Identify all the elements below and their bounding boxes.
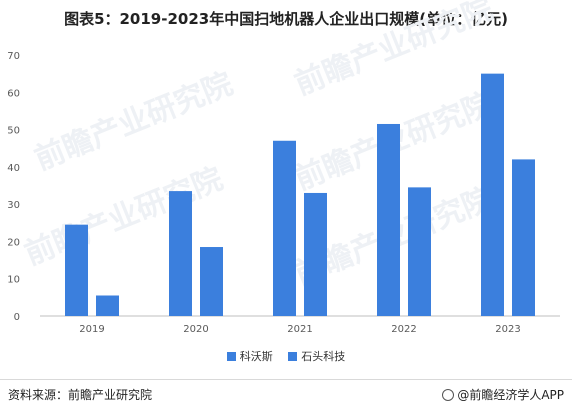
bar-科沃斯-2020 [169, 191, 192, 316]
y-tick-label-3: 30 [7, 200, 20, 211]
bar-石头科技-2019 [96, 295, 119, 316]
legend-label-1: 石头科技 [301, 350, 346, 363]
y-tick-label-1: 10 [7, 275, 20, 286]
y-tick-label-6: 60 [7, 88, 20, 99]
watermark-text-1: 前瞻产业研究院 [30, 66, 238, 177]
y-tick-label-4: 40 [7, 163, 20, 174]
credit-note: @前瞻经济学人APP [442, 386, 564, 403]
logo-icon [442, 389, 455, 401]
x-tick-label-2022: 2022 [391, 324, 416, 335]
y-tick-label-0: 0 [14, 312, 20, 323]
bars [65, 73, 535, 317]
bar-科沃斯-2021 [273, 140, 296, 316]
bar-石头科技-2023 [512, 159, 535, 316]
credit-text: @前瞻经济学人APP [457, 388, 564, 402]
x-axis-ticks: 2019 2020 2021 2022 2023 [79, 324, 520, 335]
footer-divider [0, 379, 572, 380]
source-note: 资料来源：前瞻产业研究院 [8, 388, 153, 402]
x-tick-label-2019: 2019 [79, 324, 104, 335]
legend-swatch-0 [226, 352, 236, 361]
x-tick-label-2023: 2023 [495, 324, 520, 335]
watermark-text-0: 前瞻产业研究院 [290, 0, 498, 102]
y-tick-label-5: 50 [7, 126, 20, 137]
bar-科沃斯-2022 [377, 123, 400, 316]
y-tick-label-7: 70 [7, 51, 20, 62]
watermark-text-3: 前瞻产业研究院 [20, 161, 228, 272]
legend-item-0: 科沃斯 [226, 348, 273, 364]
bar-石头科技-2022 [408, 187, 431, 316]
bar-科沃斯-2023 [481, 73, 504, 317]
legend-swatch-1 [288, 352, 298, 361]
y-tick-label-2: 20 [7, 237, 20, 248]
chart-title: 图表5：2019-2023年中国扫地机器人企业出口规模(单位：亿元) [64, 10, 508, 28]
legend-item-1: 石头科技 [288, 348, 345, 364]
x-tick-label-2020: 2020 [183, 324, 208, 335]
x-tick-label-2021: 2021 [287, 324, 312, 335]
bar-石头科技-2021 [304, 192, 327, 316]
y-axis-ticks: 0 10 20 30 40 50 60 70 [7, 51, 20, 323]
bar-石头科技-2020 [200, 247, 223, 316]
legend: 科沃斯 石头科技 [0, 348, 572, 364]
bar-科沃斯-2019 [65, 224, 88, 316]
legend-label-0: 科沃斯 [239, 350, 273, 363]
